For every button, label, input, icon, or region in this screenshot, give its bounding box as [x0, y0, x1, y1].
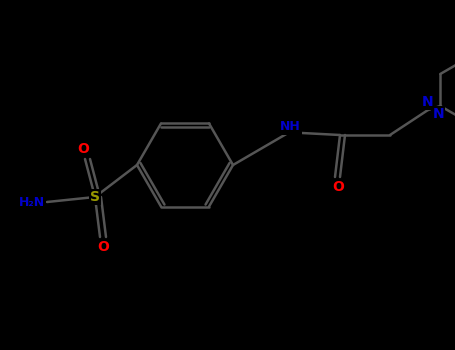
Text: O: O: [77, 142, 89, 156]
Text: N: N: [422, 95, 434, 109]
Text: H₂N: H₂N: [19, 196, 45, 209]
Text: O: O: [97, 240, 109, 254]
Text: S: S: [90, 190, 100, 204]
Text: NH: NH: [280, 120, 300, 133]
Text: N: N: [432, 107, 444, 121]
Text: O: O: [332, 180, 344, 194]
